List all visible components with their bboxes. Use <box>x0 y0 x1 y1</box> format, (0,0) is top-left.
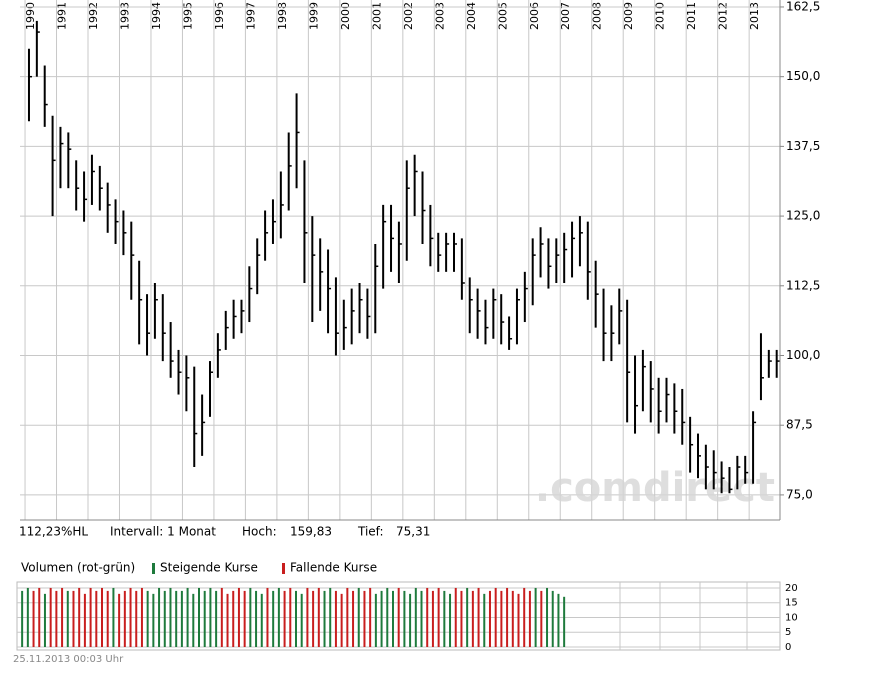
y-tick-label: 137,5 <box>786 139 820 153</box>
info-low-value: 75,31 <box>396 525 430 539</box>
x-tick-label: 2003 <box>433 2 446 30</box>
x-tick-label: 1993 <box>118 2 131 30</box>
x-tick-label: 1997 <box>244 2 257 30</box>
y-tick-label: 112,5 <box>786 278 820 292</box>
x-tick-label: 1992 <box>87 2 100 30</box>
x-tick-label: 2006 <box>528 2 541 30</box>
x-tick-label: 1995 <box>181 2 194 30</box>
footer: 25.11.2013 00:03 Uhr <box>13 654 124 665</box>
y-tick-label: 162,5 <box>786 0 820 13</box>
y-tick-label: 150,0 <box>786 69 820 83</box>
volume-title: Volumen (rot-grün) <box>21 561 135 575</box>
info-interval: Intervall: 1 Monat <box>110 525 216 539</box>
volume-tick-label: 0 <box>785 642 791 653</box>
info-high-label: Hoch: <box>242 525 277 539</box>
legend-up: Steigende Kurse <box>160 561 258 575</box>
volume-tick-label: 20 <box>785 583 798 594</box>
x-tick-label: 1999 <box>307 2 320 30</box>
x-tick-label: 1991 <box>56 2 69 30</box>
volume-tick-label: 10 <box>785 612 798 623</box>
legend-down-swatch <box>282 563 285 574</box>
x-tick-label: 2000 <box>339 2 352 30</box>
x-tick-label: 2012 <box>717 2 730 30</box>
x-tick-label: 1994 <box>150 2 163 30</box>
x-tick-label: 1996 <box>213 2 226 30</box>
y-tick-label: 100,0 <box>786 348 820 362</box>
x-tick-label: 2011 <box>685 2 698 30</box>
x-tick-label: 1998 <box>276 2 289 30</box>
x-tick-label: 2007 <box>559 2 572 30</box>
legend-up-swatch <box>152 563 155 574</box>
watermark: .comdirect <box>535 465 775 511</box>
x-tick-label: 2010 <box>654 2 667 30</box>
legend-down: Fallende Kurse <box>290 561 377 575</box>
volume-tick-label: 5 <box>785 627 791 638</box>
x-tick-label: 2009 <box>622 2 635 30</box>
volume-tick-label: 15 <box>785 598 798 609</box>
x-tick-label: 2008 <box>591 2 604 30</box>
volume-panel <box>16 581 781 651</box>
info-range: 112,23%HL <box>19 525 88 539</box>
x-tick-label: 2013 <box>748 2 761 30</box>
y-tick-label: 125,0 <box>786 209 820 223</box>
x-tick-label: 1990 <box>24 2 37 30</box>
x-tick-label: 2005 <box>496 2 509 30</box>
y-tick-label: 87,5 <box>786 418 813 432</box>
info-high-value: 159,83 <box>290 525 332 539</box>
x-tick-label: 2004 <box>465 2 478 30</box>
info-low-label: Tief: <box>357 525 384 539</box>
y-tick-label: 75,0 <box>786 487 813 501</box>
x-tick-label: 2001 <box>370 2 383 30</box>
x-tick-label: 2002 <box>402 2 415 30</box>
